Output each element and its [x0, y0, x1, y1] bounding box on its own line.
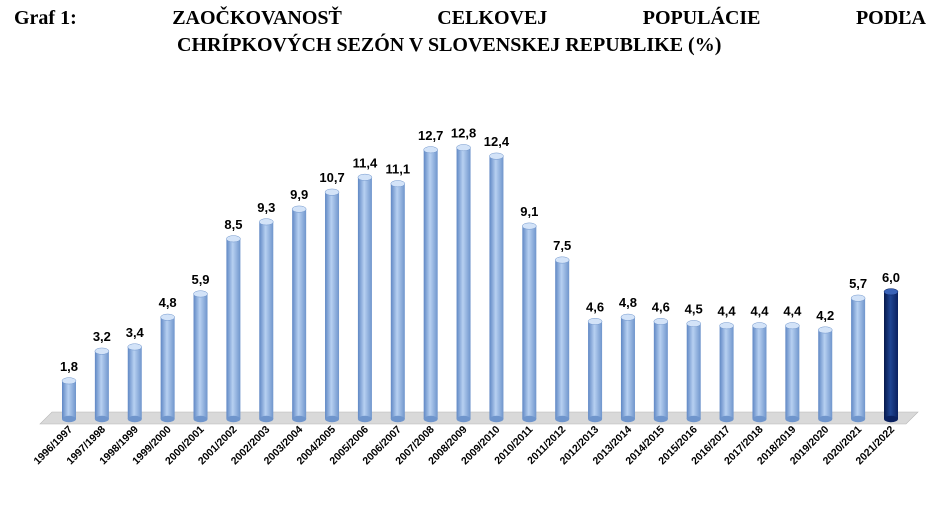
title-word-4: PODĽA — [855, 7, 926, 29]
data-label: 11,4 — [353, 155, 378, 170]
data-label: 9,3 — [257, 200, 275, 215]
data-label: 12,7 — [418, 128, 443, 143]
bar — [61, 377, 77, 423]
data-label: 4,6 — [586, 299, 604, 314]
title-word-3: POPULÁCIE — [642, 7, 761, 29]
bar — [522, 222, 537, 423]
bar — [785, 322, 800, 423]
bar — [94, 347, 110, 423]
data-label: 3,4 — [126, 325, 145, 340]
bar — [259, 218, 274, 423]
bar — [193, 290, 208, 423]
bar — [291, 205, 307, 423]
bar — [456, 144, 471, 423]
bar — [850, 294, 866, 423]
bar — [883, 288, 899, 423]
data-label: 8,5 — [224, 217, 242, 232]
bar — [357, 173, 373, 423]
title-word-2: CELKOVEJ — [437, 7, 548, 29]
bar — [127, 343, 143, 423]
bar — [752, 322, 767, 423]
bar — [620, 313, 636, 423]
data-label: 4,6 — [652, 299, 670, 314]
data-label: 7,5 — [553, 238, 571, 253]
data-label: 4,4 — [750, 304, 769, 319]
data-label: 6,0 — [882, 270, 900, 285]
data-label: 4,5 — [685, 302, 703, 317]
bar — [719, 322, 734, 423]
bar — [817, 326, 833, 423]
bar — [587, 318, 603, 423]
bar — [653, 318, 669, 423]
data-label: 12,8 — [451, 126, 476, 141]
title-word-1: ZAOČKOVANOSŤ — [172, 7, 342, 29]
data-label: 4,8 — [619, 295, 637, 310]
data-label: 5,9 — [191, 272, 209, 287]
data-label: 12,4 — [484, 134, 510, 149]
bar — [423, 146, 438, 423]
figure-label: Graf 1: — [14, 7, 77, 29]
data-label: 10,7 — [319, 170, 344, 185]
x-tick-labels-group: 1996/19971997/19981998/19991999/20002000… — [32, 424, 898, 468]
bar — [489, 152, 504, 423]
data-label: 9,9 — [290, 187, 308, 202]
bar — [686, 320, 701, 423]
bars-group — [61, 144, 899, 423]
bar — [160, 313, 175, 423]
data-label: 1,8 — [60, 359, 78, 374]
value-labels-group: 1,8 3,2 3,4 4,8 5,9 8,5 9,3 9,9 10,7 11,4 11,1 12,7… — [60, 126, 900, 374]
data-label: 5,7 — [849, 276, 867, 291]
data-label: 4,8 — [159, 295, 177, 310]
bar — [390, 180, 406, 423]
data-label: 3,2 — [93, 329, 111, 344]
bar — [226, 235, 241, 423]
data-label: 4,4 — [783, 304, 802, 319]
data-label: 4,4 — [718, 304, 737, 319]
data-label: 11,1 — [386, 162, 411, 177]
bar — [554, 256, 570, 423]
title-line-2: CHRÍPKOVÝCH SEZÓN V SLOVENSKEJ REPUBLIKE… — [177, 34, 722, 56]
data-label: 9,1 — [520, 204, 538, 219]
bar — [324, 188, 340, 423]
data-label: 4,2 — [816, 308, 834, 323]
chart-heading: Graf 1: ZAOČKOVANOSŤ CELKOVEJ POPULÁCIE … — [14, 4, 926, 58]
